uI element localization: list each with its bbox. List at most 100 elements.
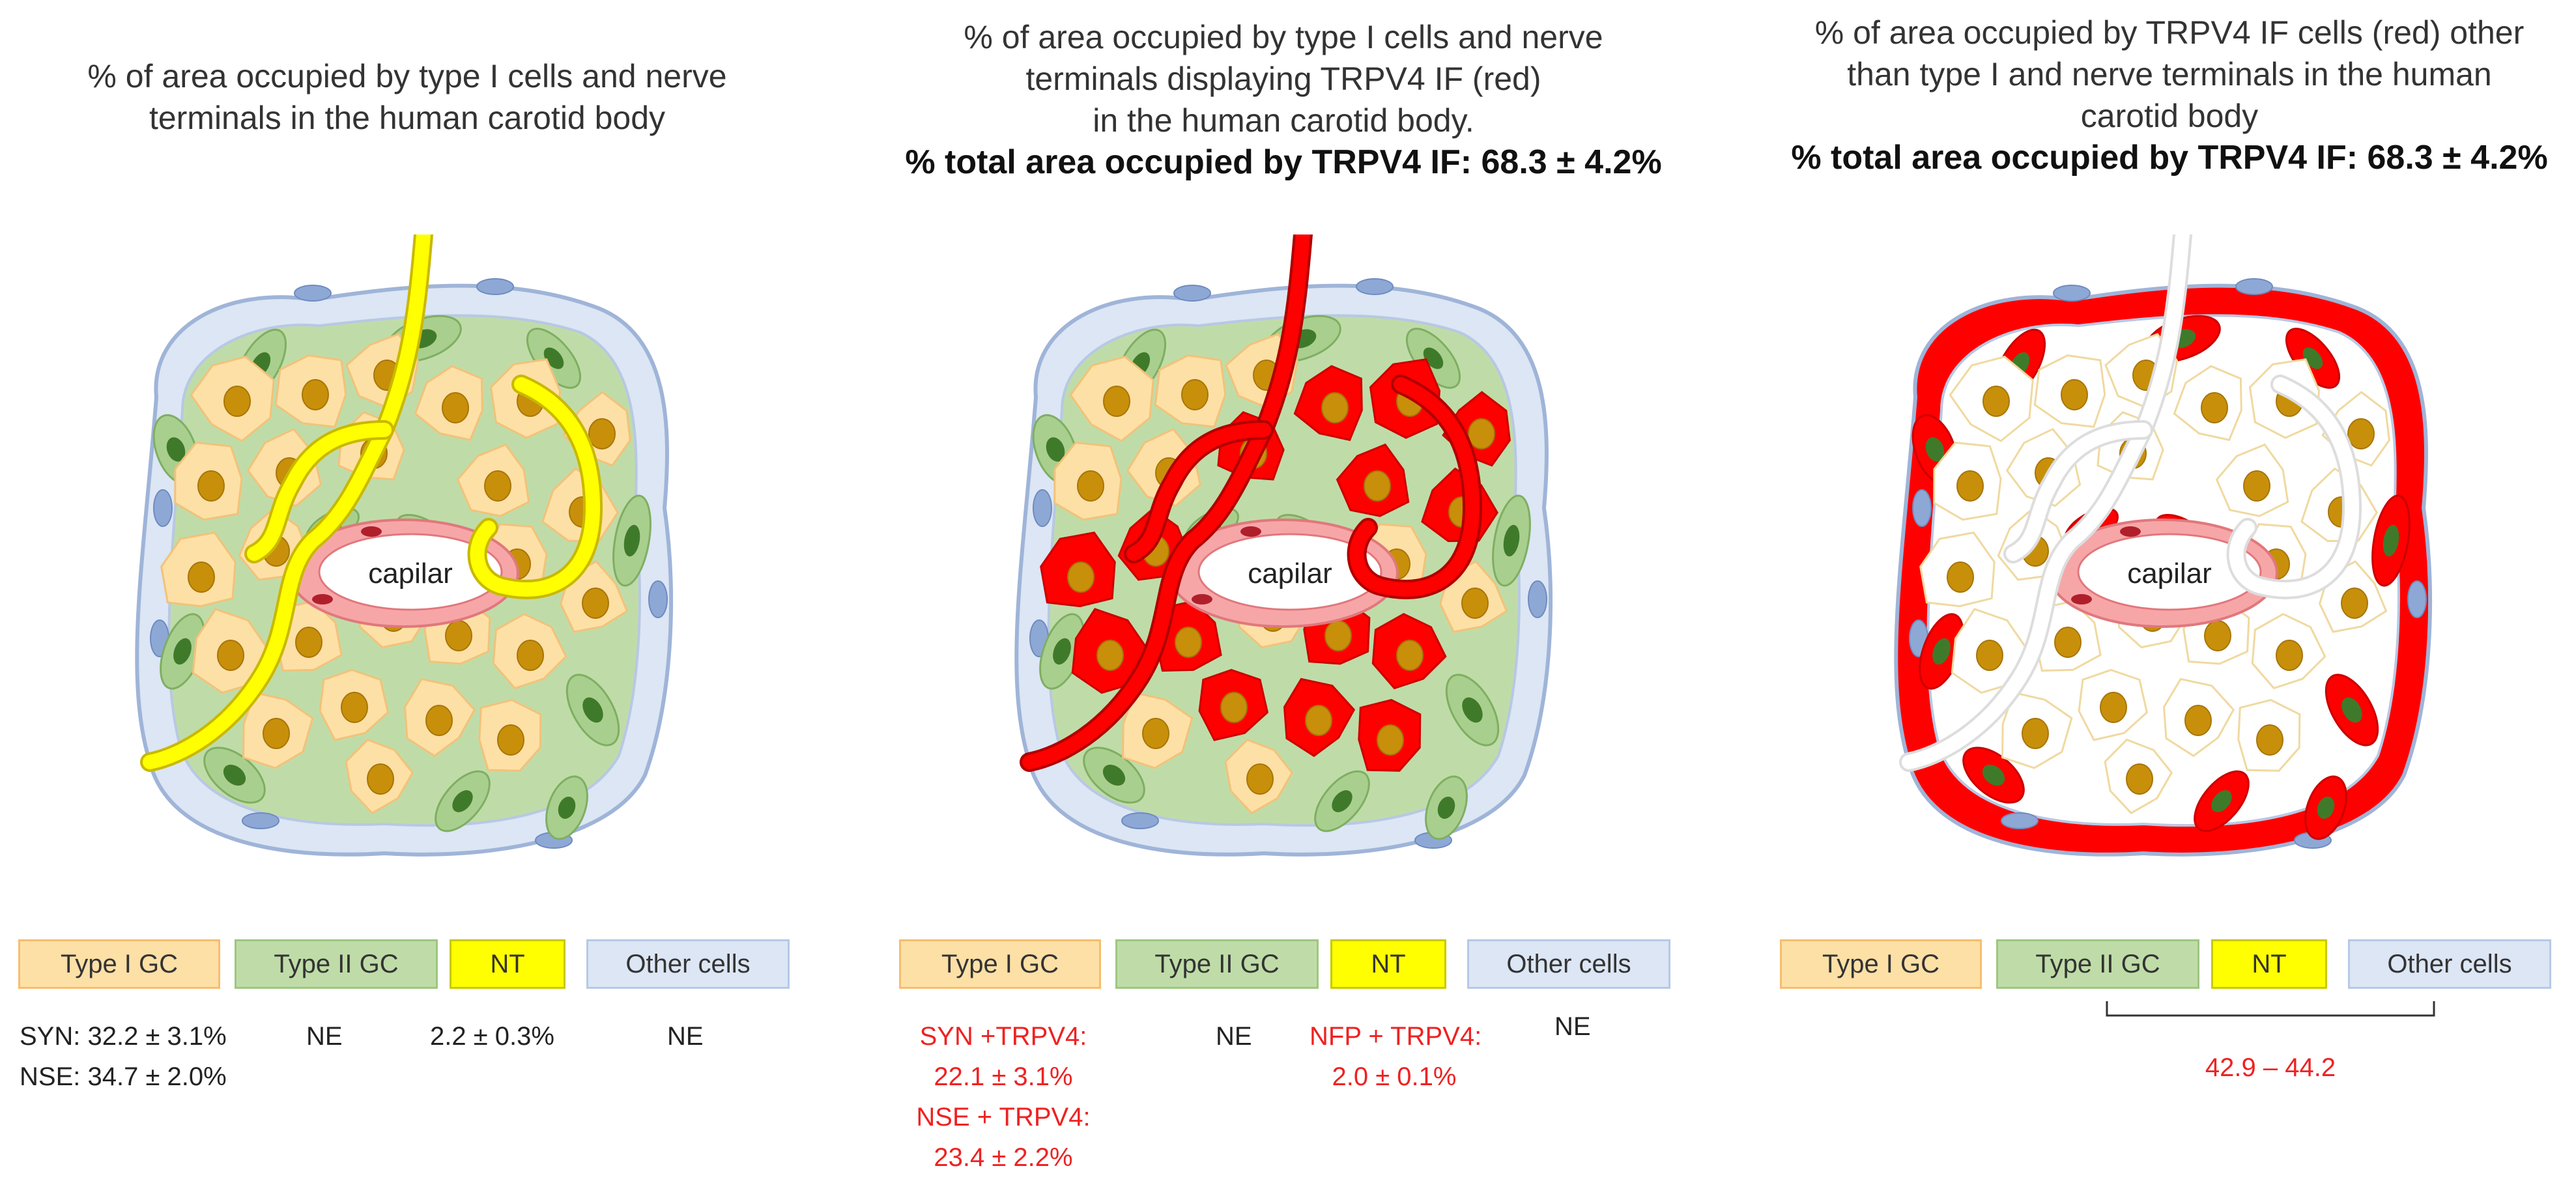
nerve-terminal xyxy=(1126,423,1271,561)
type2-cell-nucleus xyxy=(1437,797,1455,819)
panel3-range-value: 42.9 – 44.2 xyxy=(2205,1053,2336,1082)
diagram-panel2-trpv4-type1: capilar xyxy=(1014,235,1553,857)
endothelial-nucleus xyxy=(1192,594,1212,604)
type2-cell-nucleus xyxy=(623,524,640,557)
type1-cell-nucleus xyxy=(1067,561,1095,593)
type1-cell-nucleus xyxy=(2243,470,2270,502)
nerve-terminal xyxy=(2006,423,2151,561)
panel1-title: % of area occupied by type I cells and n… xyxy=(39,55,775,139)
type1-cell-nucleus xyxy=(367,763,394,795)
type1-cell-nucleus xyxy=(295,627,322,658)
type2-cell-nucleus xyxy=(1462,697,1483,723)
type2-cell-nucleus xyxy=(582,697,603,723)
endothelial-nucleus xyxy=(1240,526,1261,537)
panel3-title: % of area occupied by TRPV4 IF cells (re… xyxy=(1772,12,2567,178)
type1-cell-nucleus xyxy=(1377,724,1404,756)
type1-cell-nucleus xyxy=(1468,418,1495,449)
endothelial-nucleus xyxy=(361,526,382,537)
panel1-type2-value: NE xyxy=(306,1022,343,1051)
other-cell-nucleus xyxy=(1356,278,1394,295)
type1-cell-nucleus xyxy=(217,640,244,671)
type2-cell-nucleus xyxy=(1503,524,1520,557)
type2-cell-nucleus xyxy=(173,638,192,665)
type1-cell-nucleus xyxy=(2100,692,2127,723)
type1-cell-nucleus xyxy=(1396,640,1424,671)
type1-cell-nucleus xyxy=(1321,392,1349,423)
panel2-title-line-2: terminals displaying TRPV4 IF (red) xyxy=(1025,61,1541,97)
legend-nt: NT xyxy=(2211,939,2327,989)
legend-type2-gc: Type II GC xyxy=(1115,939,1319,989)
type1-cell-nucleus xyxy=(2347,418,2375,449)
panel2-nt-values: NFP + TRPV4: 2.0 ± 0.1% xyxy=(1309,1016,1482,1097)
type1-cell-nucleus xyxy=(302,379,329,410)
panel3-title-line-3: carotid body xyxy=(2080,98,2259,134)
type1-cell-nucleus xyxy=(1324,620,1352,651)
type2-cell-nucleus xyxy=(1046,437,1065,462)
panel2-nfp-value: 2.0 ± 0.1% xyxy=(1332,1062,1457,1091)
endothelial-nucleus xyxy=(2120,526,2141,537)
panel3-title-line-1: % of area occupied by TRPV4 IF cells (re… xyxy=(1814,14,2525,51)
panel3-bracket xyxy=(2106,1001,2435,1017)
panel1-syn-value: SYN: 32.2 ± 3.1% xyxy=(20,1022,227,1051)
other-cell-nucleus xyxy=(1033,489,1052,527)
panel2-title-line-1: % of area occupied by type I cells and n… xyxy=(964,19,1603,55)
panel3-total-area: % total area occupied by TRPV4 IF: 68.3 … xyxy=(1791,139,2548,177)
capillary-label: capilar xyxy=(368,558,453,590)
type2-cell-nucleus xyxy=(1332,790,1352,812)
type1-cell-nucleus xyxy=(1096,640,1124,671)
type1-cell-nucleus xyxy=(497,724,524,756)
other-cell-nucleus xyxy=(153,489,173,527)
type1-cell-nucleus xyxy=(484,470,511,502)
type1-cell-nucleus xyxy=(223,386,251,417)
panel1-nt-value: 2.2 ± 0.3% xyxy=(430,1022,554,1051)
type1-cell-nucleus xyxy=(2201,392,2228,423)
capillary-lumen xyxy=(2077,533,2262,611)
other-cell-nucleus xyxy=(1173,285,1211,302)
legend-other-cells: Other cells xyxy=(586,939,790,989)
type1-cell-nucleus xyxy=(1175,627,1202,658)
panel1-other-value: NE xyxy=(667,1022,704,1051)
type1-cell-nucleus xyxy=(582,588,609,619)
type2-cell-nucleus xyxy=(1102,764,1126,786)
diagram-panel1-carotid-body: capilar xyxy=(135,235,673,857)
legend-nt: NT xyxy=(1330,939,1446,989)
other-cell-nucleus xyxy=(294,285,332,302)
type1-cell-nucleus xyxy=(2054,627,2082,658)
panel2-nfp-label: NFP + TRPV4: xyxy=(1309,1022,1482,1051)
other-cell-nucleus xyxy=(2053,285,2091,302)
panel2-syn-label: SYN +TRPV4: xyxy=(919,1022,1087,1051)
legend-type1-gc: Type I GC xyxy=(899,939,1101,989)
type2-cell-nucleus xyxy=(1932,638,1951,665)
panel2-total-area: % total area occupied by TRPV4 IF: 68.3 … xyxy=(905,143,1662,181)
type1-cell-nucleus xyxy=(1077,470,1104,502)
panel1-title-line-1: % of area occupied by type I cells and n… xyxy=(87,58,727,94)
legend-other-cells: Other cells xyxy=(2348,939,2551,989)
type1-cell-nucleus xyxy=(1976,640,2003,671)
type1-cell-nucleus xyxy=(197,470,225,502)
panel2-syn-value: 22.1 ± 3.1% xyxy=(934,1062,1073,1091)
type2-cell-nucleus xyxy=(1053,638,1071,665)
other-cell-nucleus xyxy=(242,812,279,829)
type1-cell-nucleus xyxy=(188,561,215,593)
type2-cell-nucleus xyxy=(2317,797,2335,819)
type1-cell-nucleus xyxy=(1364,470,1391,502)
type1-cell-nucleus xyxy=(2276,640,2303,671)
type1-cell-nucleus xyxy=(517,640,544,671)
capillary-label: capilar xyxy=(1248,558,1332,590)
type1-cell-nucleus xyxy=(2022,718,2049,749)
other-cell-nucleus xyxy=(1528,580,1547,618)
capillary-lumen xyxy=(318,533,503,611)
type2-cell-nucleus xyxy=(452,790,473,812)
type2-cell-nucleus xyxy=(166,437,186,462)
type1-cell-nucleus xyxy=(1982,386,2010,417)
type1-cell-nucleus xyxy=(1142,718,1169,749)
other-cell-nucleus xyxy=(2235,278,2273,295)
other-cell-nucleus xyxy=(1912,489,1932,527)
type1-cell-nucleus xyxy=(2341,588,2368,619)
nerve-terminal xyxy=(247,423,392,561)
other-cell-nucleus xyxy=(2001,812,2039,829)
legend-type1-gc: Type I GC xyxy=(1780,939,1982,989)
type1-cell-nucleus xyxy=(1181,379,1209,410)
panel2-title-line-3: in the human carotid body. xyxy=(1093,102,1474,139)
nerve-terminal xyxy=(1902,235,2190,769)
